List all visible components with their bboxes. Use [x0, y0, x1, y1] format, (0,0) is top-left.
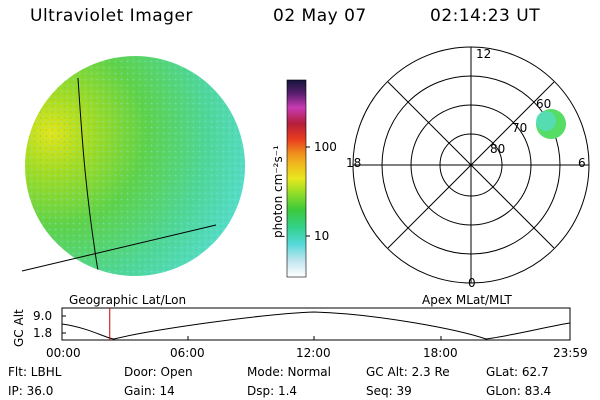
dsp-info: Dsp: 1.4	[247, 384, 298, 398]
altitude-xtick: 06:00	[170, 346, 205, 360]
altitude-xtick: 00:00	[46, 346, 81, 360]
mlt-label-0: 0	[468, 276, 476, 290]
altitude-xtick: 18:00	[423, 346, 458, 360]
apex-caption: Apex MLat/MLT	[422, 293, 512, 307]
geographic-caption: Geographic Lat/Lon	[69, 293, 187, 307]
mlt-label-18: 18	[346, 156, 362, 170]
mode-info: Mode: Normal	[247, 365, 331, 379]
filter-info: Flt: LBHL	[8, 365, 62, 379]
colorbar-tick-100: 100	[314, 140, 337, 154]
altitude-ytick-bottom: 1.8	[33, 326, 53, 340]
colorbar-tick-10: 10	[314, 229, 330, 243]
altitude-xtick: 12:00	[296, 346, 331, 360]
mlat-label-70: 70	[512, 121, 528, 135]
door-info: Door: Open	[124, 365, 193, 379]
header-date: 02 May 07	[273, 6, 367, 26]
instrument-title: Ultraviolet Imager	[30, 6, 193, 26]
mlt-label-12: 12	[476, 47, 492, 61]
geographic-lat-line	[21, 224, 217, 272]
seq-info: Seq: 39	[366, 384, 412, 398]
glat-info: GLat: 62.7	[486, 365, 549, 379]
gc-alt-info: GC Alt: 2.3 Re	[366, 365, 450, 379]
mlat-label-80: 80	[490, 142, 506, 156]
mlt-label-6: 6	[578, 156, 586, 170]
gain-info: Gain: 14	[124, 384, 175, 398]
altitude-xtick: 23:59	[553, 346, 588, 360]
glon-info: GLon: 83.4	[486, 384, 552, 398]
header-time: 02:14:23 UT	[430, 6, 541, 26]
altitude-curve	[61, 311, 571, 340]
mlat-label-60: 60	[536, 97, 552, 111]
altitude-ytick-top: 9.0	[33, 309, 53, 323]
altitude-ylabel: GC Alt	[12, 309, 26, 347]
ip-info: IP: 36.0	[8, 384, 54, 398]
